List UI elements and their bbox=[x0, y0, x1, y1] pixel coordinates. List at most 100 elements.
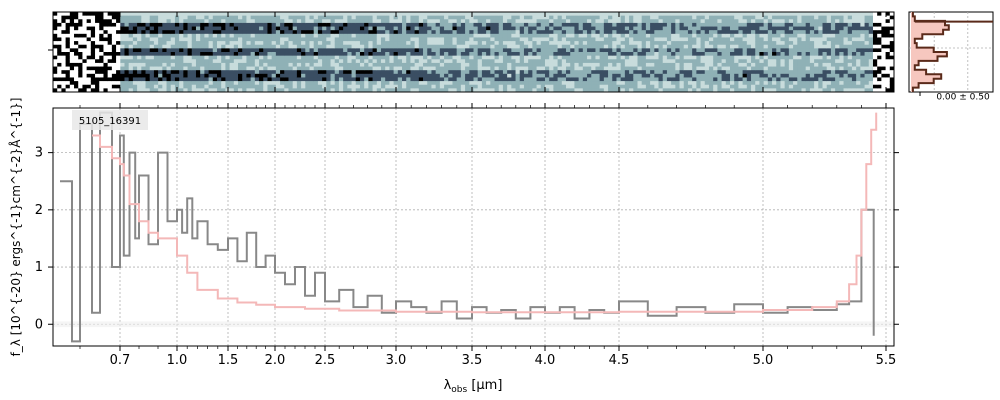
heatmap-cell bbox=[566, 73, 571, 78]
heatmap-cell bbox=[717, 66, 722, 71]
heatmap-cell bbox=[856, 30, 861, 35]
heatmap-cell bbox=[696, 81, 701, 86]
heatmap-cell bbox=[414, 81, 420, 86]
heatmap-cell bbox=[645, 84, 651, 89]
heatmap-cell bbox=[162, 22, 167, 27]
heatmap-cell bbox=[851, 52, 857, 57]
heatmap-cell bbox=[544, 26, 550, 31]
heatmap-cell bbox=[721, 37, 727, 42]
heatmap-cell bbox=[355, 26, 361, 31]
heatmap-cell bbox=[296, 33, 302, 38]
heatmap-cell bbox=[326, 52, 331, 57]
heatmap-cell bbox=[481, 33, 487, 38]
heatmap-cell bbox=[473, 22, 479, 27]
heatmap-cell bbox=[540, 26, 546, 31]
heatmap-cell bbox=[347, 19, 352, 24]
heatmap-cell bbox=[511, 22, 516, 27]
heatmap-cell bbox=[111, 81, 117, 86]
heatmap-cell bbox=[444, 37, 449, 42]
heatmap-cell bbox=[780, 84, 786, 89]
heatmap-cell bbox=[561, 59, 567, 64]
heatmap-cell bbox=[877, 37, 882, 42]
heatmap-cell bbox=[679, 48, 685, 53]
heatmap-cell bbox=[776, 26, 781, 31]
heatmap-cell bbox=[515, 22, 521, 27]
heatmap-cell bbox=[494, 26, 500, 31]
heatmap-cell bbox=[322, 55, 327, 60]
heatmap-cell bbox=[221, 81, 226, 86]
heatmap-cell bbox=[431, 37, 437, 42]
heatmap-cell bbox=[637, 48, 643, 53]
heatmap-cell bbox=[553, 30, 558, 35]
heatmap-cell bbox=[380, 59, 386, 64]
heatmap-cell bbox=[797, 77, 802, 82]
heatmap-cell bbox=[418, 73, 424, 78]
heatmap-cell bbox=[402, 73, 407, 78]
heatmap-cell bbox=[238, 55, 243, 60]
heatmap-cell bbox=[246, 12, 252, 17]
heatmap-cell bbox=[549, 88, 554, 93]
heatmap-cell bbox=[61, 12, 67, 17]
heatmap-cell bbox=[338, 62, 344, 67]
heatmap-cell bbox=[889, 26, 895, 31]
heatmap-cell bbox=[359, 84, 365, 89]
heatmap-cell bbox=[187, 84, 193, 89]
heatmap-cell bbox=[502, 55, 508, 60]
heatmap-cell bbox=[380, 88, 386, 93]
heatmap-cell bbox=[296, 55, 302, 60]
heatmap-cell bbox=[818, 81, 823, 86]
heatmap-cell bbox=[776, 52, 781, 57]
heatmap-cell bbox=[145, 37, 151, 42]
heatmap-cell bbox=[107, 48, 113, 53]
heatmap-cell bbox=[288, 55, 294, 60]
heatmap-cell bbox=[608, 37, 613, 42]
heatmap-cell bbox=[427, 26, 432, 31]
heatmap-cell bbox=[254, 77, 260, 82]
heatmap-cell bbox=[217, 55, 222, 60]
heatmap-cell bbox=[259, 33, 264, 38]
heatmap-cell bbox=[393, 26, 399, 31]
heatmap-cell bbox=[868, 48, 874, 53]
heatmap-cell bbox=[566, 30, 571, 35]
heatmap-cell bbox=[490, 59, 495, 64]
heatmap-cell bbox=[633, 55, 638, 60]
heatmap-cell bbox=[486, 73, 491, 78]
heatmap-cell bbox=[767, 19, 773, 24]
heatmap-cell bbox=[250, 33, 256, 38]
heatmap-cell bbox=[166, 48, 172, 53]
heatmap-cell bbox=[284, 15, 289, 20]
heatmap-cell bbox=[797, 44, 802, 49]
heatmap-cell bbox=[406, 62, 411, 67]
heatmap-cell bbox=[78, 15, 83, 20]
heatmap-cell bbox=[364, 33, 369, 38]
heatmap-cell bbox=[549, 52, 554, 57]
heatmap-cell bbox=[402, 88, 407, 93]
heatmap-cell bbox=[860, 48, 865, 53]
heatmap-cell bbox=[456, 77, 462, 82]
heatmap-cell bbox=[309, 84, 315, 89]
heatmap-cell bbox=[713, 37, 718, 42]
heatmap-cell bbox=[431, 30, 437, 35]
heatmap-cell bbox=[843, 12, 849, 17]
heatmap-cell bbox=[603, 22, 609, 27]
heatmap-cell bbox=[864, 19, 870, 24]
heatmap-cell bbox=[229, 70, 235, 75]
heatmap-cell bbox=[776, 84, 781, 89]
heatmap-cell bbox=[170, 77, 176, 82]
heatmap-cell bbox=[738, 44, 744, 49]
heatmap-cell bbox=[805, 70, 811, 75]
heatmap-cell bbox=[343, 70, 348, 75]
heatmap-cell bbox=[553, 81, 558, 86]
heatmap-cell bbox=[326, 48, 331, 53]
heatmap-cell bbox=[355, 59, 361, 64]
heatmap-cell bbox=[523, 19, 529, 24]
heatmap-cell bbox=[372, 22, 378, 27]
heatmap-cell bbox=[107, 37, 113, 42]
heatmap-cell bbox=[418, 33, 424, 38]
heatmap-cell bbox=[793, 81, 798, 86]
heatmap-cell bbox=[835, 15, 840, 20]
heatmap-cell bbox=[330, 30, 336, 35]
heatmap-cell bbox=[549, 66, 554, 71]
heatmap-cell bbox=[372, 62, 378, 67]
heatmap-cell bbox=[347, 22, 352, 27]
